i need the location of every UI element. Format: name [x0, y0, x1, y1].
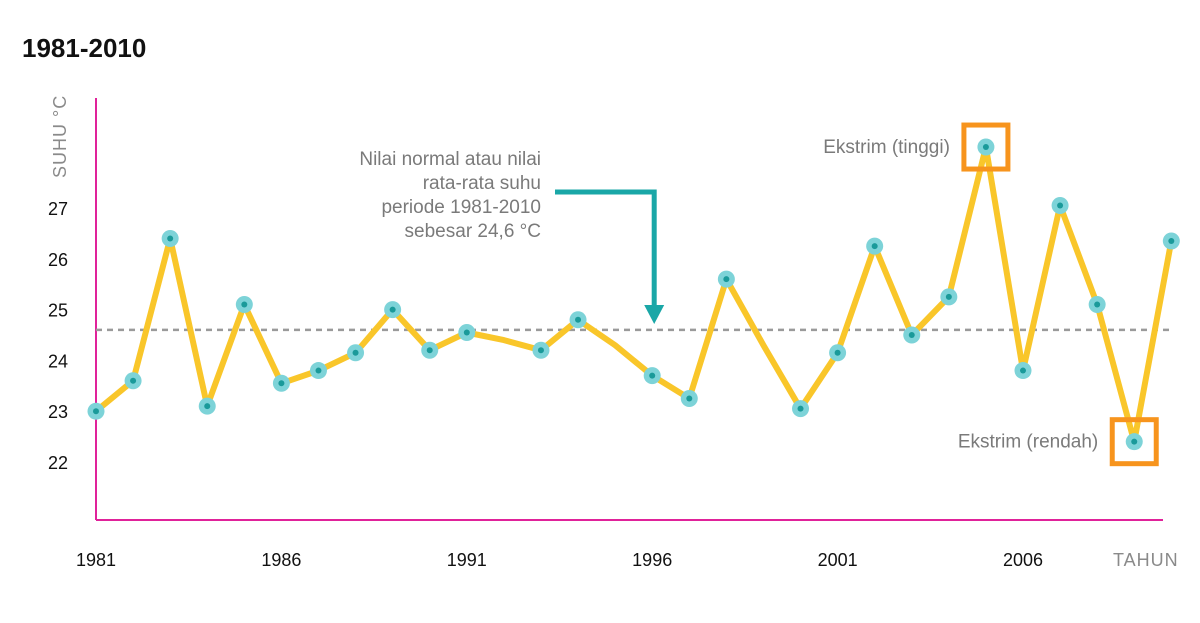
data-point-center — [1131, 438, 1138, 445]
data-point-center — [426, 347, 433, 354]
annotation-arrowhead — [644, 305, 665, 324]
data-point-center — [797, 405, 804, 412]
annotation-text-line: sebesar 24,6 °C — [405, 221, 541, 242]
x-tick-label: 2006 — [1003, 550, 1043, 570]
chart-title: 1981-2010 — [22, 33, 146, 63]
highlight-box — [1109, 417, 1159, 467]
data-point-center — [834, 349, 841, 356]
data-point-center — [241, 301, 248, 308]
data-point-center — [982, 144, 989, 151]
y-tick-label: 26 — [48, 250, 68, 270]
data-point-center — [130, 377, 137, 384]
annotation-text-line: Nilai normal atau nilai — [359, 149, 541, 170]
y-axis-label: SUHU °C — [50, 95, 70, 178]
data-point-center — [167, 235, 174, 242]
reference-annotation: Nilai normal atau nilai rata-rata suhu per… — [359, 149, 665, 324]
data-point-center — [649, 372, 656, 379]
data-point-center — [575, 316, 582, 323]
highlight-label: Ekstrim (rendah) — [958, 432, 1098, 453]
data-point-center — [1168, 238, 1175, 245]
data-point-center — [463, 329, 470, 336]
data-point-center — [537, 347, 544, 354]
x-tick-label: 1986 — [261, 550, 301, 570]
plot-area: 22 23 24 25 26 27 1981 1986 1991 1996 2001 2006 Ekst… — [48, 98, 1180, 570]
y-tick-label: 24 — [48, 351, 68, 371]
data-point-center — [93, 408, 99, 415]
data-point-center — [871, 243, 878, 250]
data-point-center — [908, 332, 915, 338]
data-point-center — [352, 349, 359, 356]
x-tick-label: 1991 — [447, 550, 487, 570]
data-point-center — [204, 403, 211, 410]
x-tick-label: 1981 — [76, 550, 116, 570]
y-tick-label: 27 — [48, 199, 68, 219]
data-point-center — [1057, 202, 1064, 209]
y-tick-label: 25 — [48, 301, 68, 321]
x-tick-label: 2001 — [818, 550, 858, 570]
annotation-text-line: periode 1981-2010 — [381, 197, 541, 218]
annotation-text-line: rata-rata suhu — [423, 173, 541, 194]
data-point-center — [1094, 301, 1101, 308]
data-point-center — [945, 293, 952, 300]
series-line — [93, 144, 1175, 445]
data-point-center — [1020, 367, 1026, 374]
data-point-center — [315, 367, 322, 374]
data-point-center — [389, 306, 396, 313]
y-tick-label: 23 — [48, 402, 68, 422]
data-point-center — [278, 380, 285, 387]
annotation-arrow-shaft — [555, 189, 657, 308]
y-tick-label: 22 — [48, 453, 68, 473]
highlight-box — [961, 122, 1011, 172]
highlight-label: Ekstrim (tinggi) — [823, 137, 950, 158]
x-axis-label: TAHUN — [1113, 550, 1179, 570]
data-point-center — [723, 276, 730, 283]
x-tick-label: 1996 — [632, 550, 672, 570]
data-point-center — [686, 395, 693, 402]
